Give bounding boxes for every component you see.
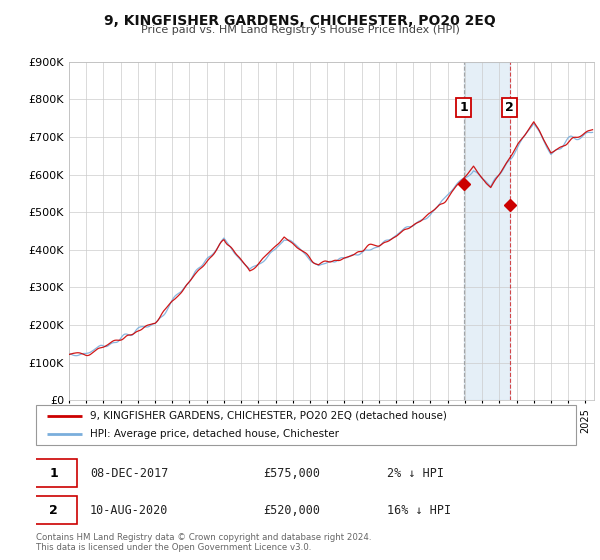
Text: 2: 2 [505,101,514,114]
Text: 10-AUG-2020: 10-AUG-2020 [90,504,169,517]
FancyBboxPatch shape [31,496,77,525]
Text: £520,000: £520,000 [263,504,320,517]
Text: £575,000: £575,000 [263,466,320,480]
Text: 2% ↓ HPI: 2% ↓ HPI [387,466,444,480]
Text: 16% ↓ HPI: 16% ↓ HPI [387,504,451,517]
Text: Price paid vs. HM Land Registry's House Price Index (HPI): Price paid vs. HM Land Registry's House … [140,25,460,35]
Text: This data is licensed under the Open Government Licence v3.0.: This data is licensed under the Open Gov… [36,543,311,552]
Bar [464,62,510,400]
Text: 08-DEC-2017: 08-DEC-2017 [90,466,169,480]
Text: 1: 1 [49,466,58,480]
Text: 9, KINGFISHER GARDENS, CHICHESTER, PO20 2EQ (detached house): 9, KINGFISHER GARDENS, CHICHESTER, PO20 … [90,411,447,421]
Text: 9, KINGFISHER GARDENS, CHICHESTER, PO20 2EQ: 9, KINGFISHER GARDENS, CHICHESTER, PO20 … [104,14,496,28]
FancyBboxPatch shape [31,459,77,487]
Text: HPI: Average price, detached house, Chichester: HPI: Average price, detached house, Chic… [90,430,339,439]
Text: 2: 2 [49,504,58,517]
Text: 1: 1 [459,101,468,114]
Text: Contains HM Land Registry data © Crown copyright and database right 2024.: Contains HM Land Registry data © Crown c… [36,533,371,542]
FancyBboxPatch shape [36,405,576,445]
